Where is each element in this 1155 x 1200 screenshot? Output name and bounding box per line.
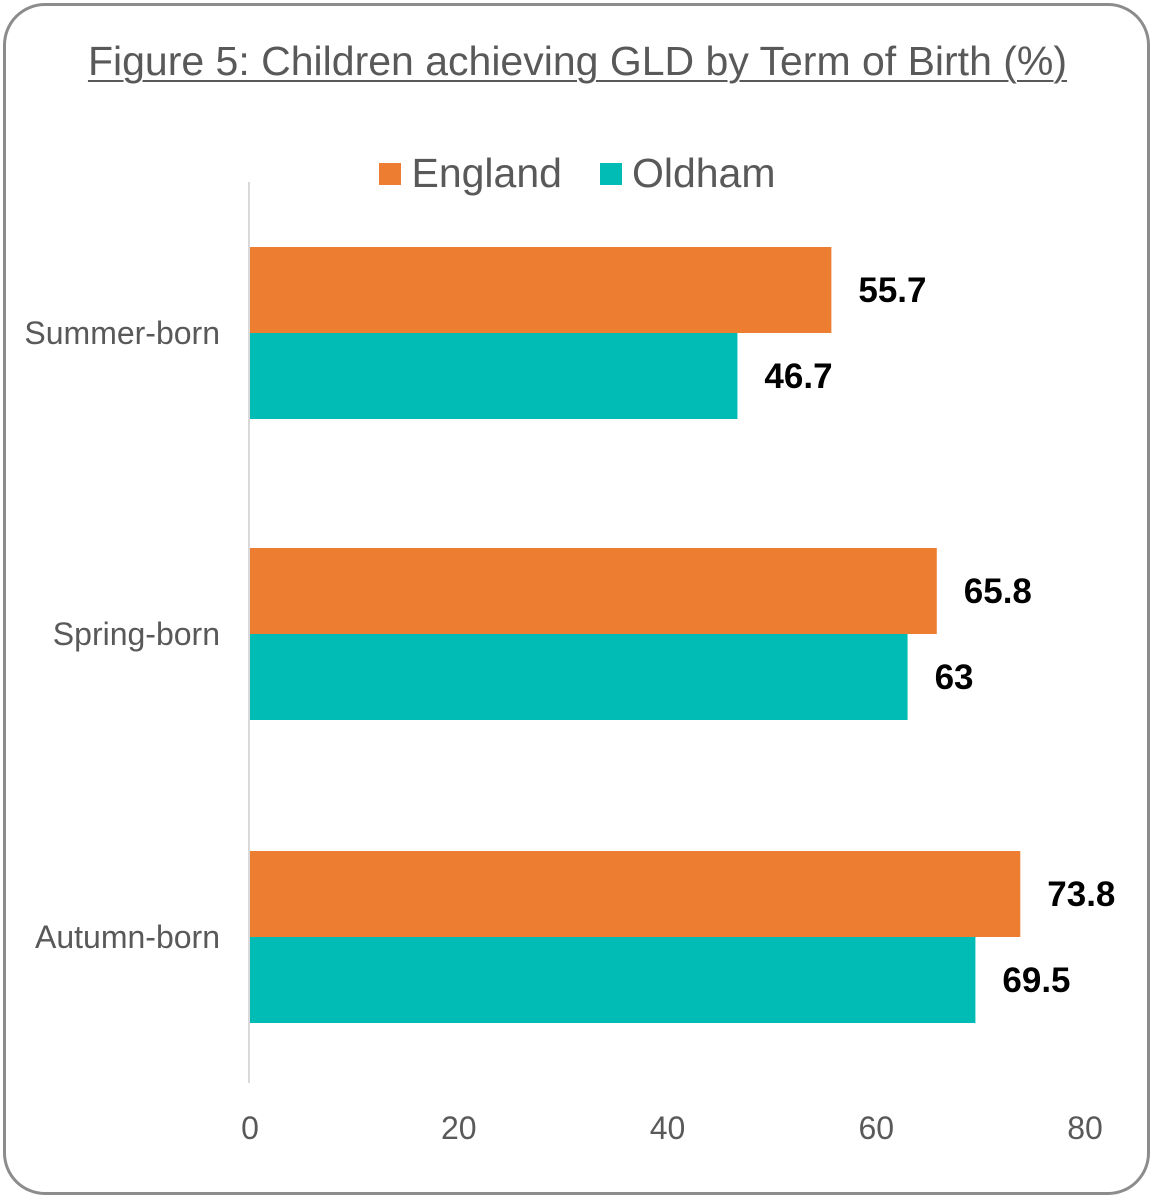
- chart-title: Figure 5: Children achieving GLD by Term…: [0, 36, 1155, 86]
- bar-oldham: [250, 333, 738, 419]
- legend-swatch-oldham: [599, 162, 622, 185]
- legend-label-oldham: Oldham: [631, 150, 776, 196]
- x-tick-label: 40: [650, 1110, 686, 1146]
- bar-oldham: [250, 634, 908, 720]
- legend: England Oldham: [0, 150, 1155, 197]
- category-label: Autumn-born: [35, 919, 220, 955]
- data-label: 63: [935, 658, 974, 697]
- x-tick-label: 60: [858, 1110, 894, 1146]
- legend-item-oldham: Oldham: [599, 150, 776, 197]
- category-label: Summer-born: [24, 315, 220, 351]
- bar-oldham: [250, 937, 976, 1023]
- chart-title-text: Figure 5: Children achieving GLD by Term…: [87, 38, 1068, 84]
- bar-england: [250, 851, 1021, 937]
- data-label: 65.8: [964, 572, 1032, 611]
- legend-swatch-england: [379, 162, 402, 185]
- x-tick-label: 20: [441, 1110, 477, 1146]
- x-tick-label: 0: [241, 1110, 259, 1146]
- bar-england: [250, 548, 937, 634]
- legend-label-england: England: [411, 150, 562, 196]
- legend-item-england: England: [379, 150, 562, 197]
- data-label: 46.7: [764, 357, 832, 396]
- x-tick-label: 80: [1067, 1110, 1103, 1146]
- data-label: 69.5: [1002, 961, 1070, 1000]
- data-label: 55.7: [858, 271, 926, 310]
- bar-england: [250, 247, 832, 333]
- data-label: 73.8: [1047, 875, 1115, 914]
- category-label: Spring-born: [53, 616, 220, 652]
